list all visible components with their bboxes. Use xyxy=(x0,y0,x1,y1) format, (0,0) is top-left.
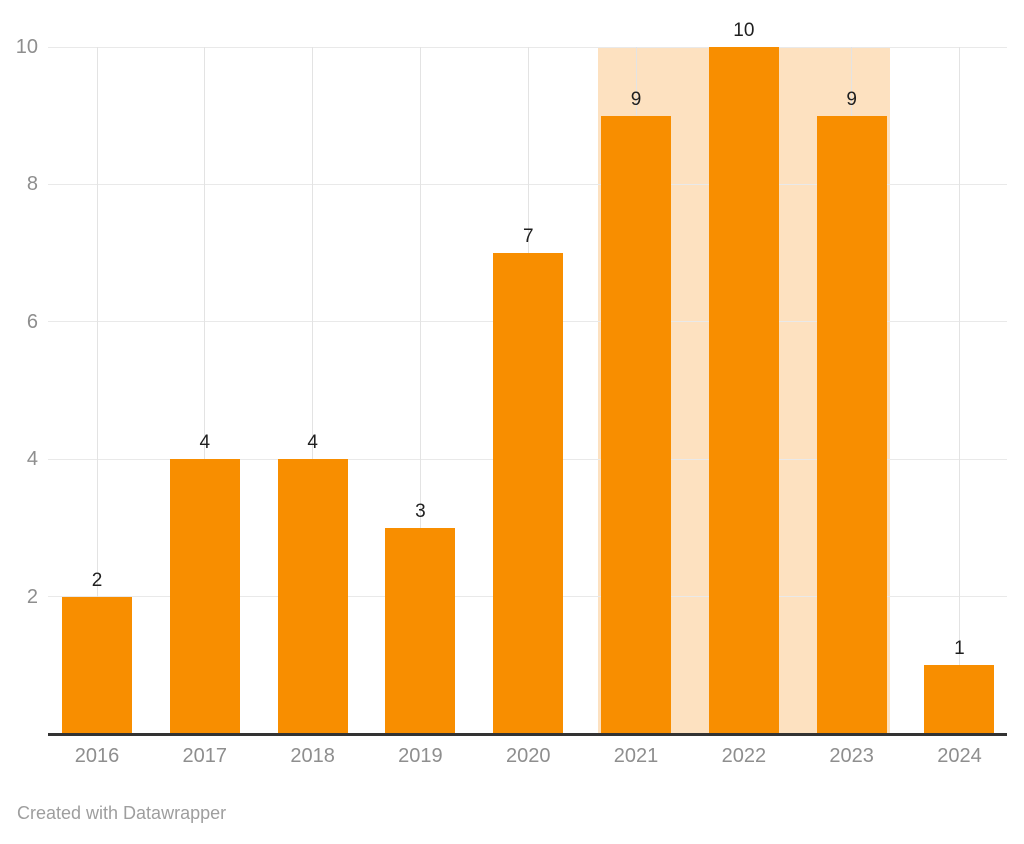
x-axis-line xyxy=(48,732,1007,736)
datawrapper-credit-link[interactable]: Created with Datawrapper xyxy=(17,803,227,823)
y-tick-label-8: 8 xyxy=(26,173,38,196)
x-tick-label-2016: 2016 xyxy=(74,745,120,767)
gridline-x-2024 xyxy=(958,47,960,734)
gridline-y-10 xyxy=(48,46,1007,48)
y-tick-label-4: 4 xyxy=(26,448,38,471)
bar-2021[interactable] xyxy=(601,115,672,734)
value-label-2019: 3 xyxy=(415,500,426,522)
y-tick-label-2: 2 xyxy=(26,585,38,608)
value-label-2024: 1 xyxy=(954,638,965,660)
x-tick-label-2022: 2022 xyxy=(721,745,767,767)
value-label-2023: 9 xyxy=(846,88,857,110)
bar-2019[interactable] xyxy=(385,527,456,734)
gridline-x-2018 xyxy=(312,47,314,734)
value-label-2016: 2 xyxy=(91,569,103,591)
x-tick-label-2017: 2017 xyxy=(182,745,228,767)
bar-2020[interactable] xyxy=(493,253,564,734)
value-label-2018: 4 xyxy=(307,432,318,454)
bar-2024[interactable] xyxy=(924,665,995,734)
x-tick-label-2024: 2024 xyxy=(937,745,982,767)
x-tick-label-2019: 2019 xyxy=(398,745,443,767)
value-label-2017: 4 xyxy=(199,432,211,454)
gridline-x-2019 xyxy=(419,47,421,734)
bar-2022[interactable] xyxy=(708,47,779,734)
value-label-2022: 10 xyxy=(733,20,755,41)
x-tick-label-2023: 2023 xyxy=(829,745,874,767)
x-tick-label-2020: 2020 xyxy=(505,745,551,767)
x-tick-label-2021: 2021 xyxy=(613,745,659,767)
y-tick-label-6: 6 xyxy=(26,310,38,333)
value-label-2020: 7 xyxy=(522,226,534,248)
value-label-2021: 9 xyxy=(630,88,642,110)
gridline-x-2017 xyxy=(204,47,206,734)
y-tick-label-10: 10 xyxy=(15,36,38,58)
gridline-x-2016 xyxy=(96,47,98,734)
bar-2016[interactable] xyxy=(62,596,132,734)
bar-2017[interactable] xyxy=(169,459,240,734)
gridline-y-8 xyxy=(48,183,1007,185)
bar-2023[interactable] xyxy=(816,115,887,734)
x-tick-label-2018: 2018 xyxy=(290,745,335,767)
bar-2018[interactable] xyxy=(277,459,348,734)
